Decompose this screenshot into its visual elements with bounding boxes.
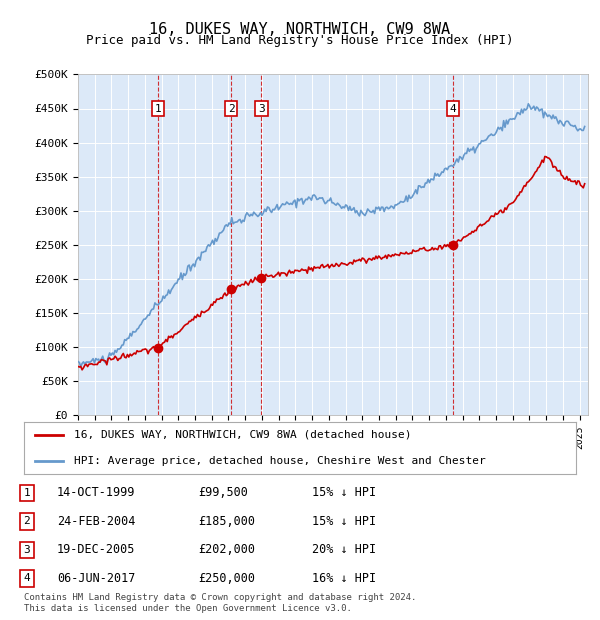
Text: 4: 4 [23,574,31,583]
Text: 1: 1 [23,488,31,498]
Text: 24-FEB-2004: 24-FEB-2004 [57,515,136,528]
Text: £202,000: £202,000 [198,544,255,556]
Text: 4: 4 [449,104,457,113]
Text: Price paid vs. HM Land Registry's House Price Index (HPI): Price paid vs. HM Land Registry's House … [86,34,514,47]
Text: £250,000: £250,000 [198,572,255,585]
Text: 2: 2 [227,104,235,113]
Text: £99,500: £99,500 [198,487,248,499]
Text: 2: 2 [23,516,31,526]
Text: £185,000: £185,000 [198,515,255,528]
Text: 15% ↓ HPI: 15% ↓ HPI [312,487,376,499]
Text: 14-OCT-1999: 14-OCT-1999 [57,487,136,499]
Text: Contains HM Land Registry data © Crown copyright and database right 2024.
This d: Contains HM Land Registry data © Crown c… [24,593,416,613]
Text: 19-DEC-2005: 19-DEC-2005 [57,544,136,556]
Text: 3: 3 [23,545,31,555]
Text: 16, DUKES WAY, NORTHWICH, CW9 8WA (detached house): 16, DUKES WAY, NORTHWICH, CW9 8WA (detac… [74,430,411,440]
Text: HPI: Average price, detached house, Cheshire West and Chester: HPI: Average price, detached house, Ches… [74,456,485,466]
Text: 1: 1 [155,104,161,113]
Text: 06-JUN-2017: 06-JUN-2017 [57,572,136,585]
Text: 20% ↓ HPI: 20% ↓ HPI [312,544,376,556]
Text: 15% ↓ HPI: 15% ↓ HPI [312,515,376,528]
Text: 16, DUKES WAY, NORTHWICH, CW9 8WA: 16, DUKES WAY, NORTHWICH, CW9 8WA [149,22,451,37]
Text: 16% ↓ HPI: 16% ↓ HPI [312,572,376,585]
Text: 3: 3 [258,104,265,113]
